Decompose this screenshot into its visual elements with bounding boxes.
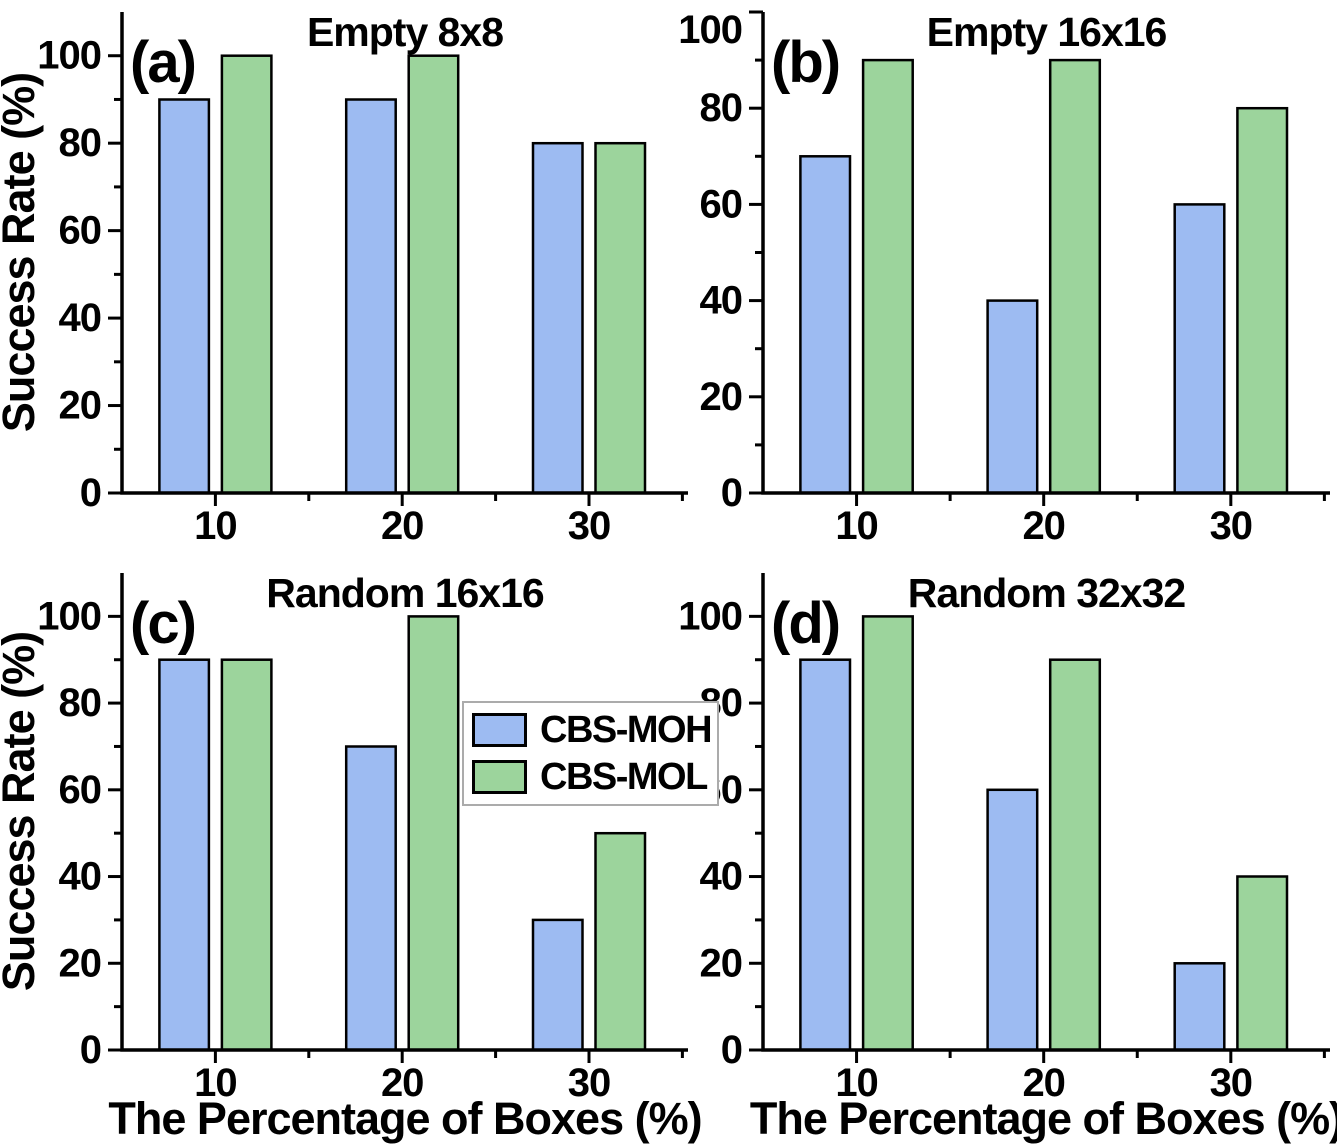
- bar-cbs-moh-x20: [344, 745, 397, 1052]
- panel-letter: (a): [130, 30, 195, 95]
- bar-cbs-moh-x10: [158, 98, 211, 495]
- bar-cbs-mol-x30: [1236, 875, 1289, 1052]
- bar-cbs-moh-x10: [799, 155, 852, 495]
- bar-cbs-moh-x30: [1173, 203, 1226, 495]
- y-tick-label: 100: [37, 594, 101, 638]
- y-tick-label: 40: [59, 296, 102, 340]
- chart-panel-random-16x16: 0 20 40 60 80 100 10 20 30 Random 16x16 (c) Success…: [0, 570, 703, 1144]
- chart-panel-empty-16x16: 0 20 40 60 80 100 10 20 30 Empty 16x16 (b): [678, 8, 1330, 548]
- legend-item-cbs-mol: CBS-MOL: [472, 758, 709, 796]
- x-tick-label: 10: [194, 504, 237, 548]
- bar-cbs-mol-x20: [1048, 658, 1102, 1052]
- y-tick-label: 20: [59, 941, 102, 985]
- y-tick-label: 40: [59, 855, 102, 899]
- bar-cbs-mol-x10: [220, 658, 273, 1052]
- y-tick-label: 100: [678, 8, 742, 52]
- y-tick-label: 80: [59, 121, 102, 165]
- bar-cbs-moh-x10: [158, 658, 211, 1052]
- y-axis-label: Success Rate (%): [0, 632, 44, 991]
- legend-item-cbs-moh: CBS-MOH: [472, 709, 713, 751]
- bar-cbs-mol-x30: [594, 141, 647, 495]
- panel-title: Random 16x16: [266, 570, 544, 616]
- x-tick-label: 30: [568, 1061, 611, 1105]
- y-tick-label: 60: [59, 209, 102, 253]
- bar-cbs-moh-x20: [986, 788, 1039, 1052]
- y-tick-label: 0: [80, 471, 101, 515]
- y-tick-label: 40: [700, 855, 743, 899]
- panel-title: Random 32x32: [908, 570, 1186, 616]
- y-tick-label: 20: [59, 384, 102, 428]
- x-tick-label: 20: [381, 1061, 424, 1105]
- bar-cbs-mol-x10: [861, 615, 914, 1052]
- legend-label-cbs-mol: CBS-MOL: [540, 756, 708, 798]
- x-tick-label: 30: [1210, 504, 1253, 548]
- y-axis-label: Success Rate (%): [0, 73, 44, 432]
- x-tick-label: 20: [1022, 504, 1065, 548]
- bar-cbs-moh-x20: [986, 299, 1039, 495]
- x-tick-label: 10: [835, 504, 878, 548]
- panel-title: Empty 8x8: [307, 9, 503, 55]
- legend-swatch-cbs-mol: [472, 760, 527, 794]
- x-tick-label: 10: [194, 1061, 237, 1105]
- bar-cbs-mol-x30: [594, 831, 647, 1052]
- y-tick-label: 60: [700, 182, 743, 226]
- x-axis-label: The Percentage of Boxes (%): [750, 1093, 1337, 1144]
- panel-letter: (c): [130, 591, 195, 656]
- legend: CBS-MOH CBS-MOL: [462, 701, 719, 806]
- bar-cbs-moh-x30: [1173, 962, 1226, 1052]
- bar-cbs-mol-x10: [861, 58, 914, 495]
- bar-cbs-moh-x10: [799, 658, 852, 1052]
- y-tick-label: 20: [700, 941, 743, 985]
- bar-cbs-mol-x20: [407, 615, 460, 1052]
- x-tick-label: 30: [1210, 1061, 1253, 1105]
- bar-cbs-mol-x30: [1236, 106, 1289, 495]
- bar-cbs-mol-x20: [407, 54, 460, 495]
- bar-cbs-mol-x10: [220, 54, 273, 495]
- y-tick-label: 100: [678, 594, 742, 638]
- panel-title: Empty 16x16: [927, 9, 1167, 55]
- y-tick-label: 0: [721, 471, 742, 515]
- panel-letter: (b): [771, 30, 839, 95]
- x-tick-label: 20: [1022, 1061, 1065, 1105]
- y-tick-label: 0: [721, 1028, 742, 1072]
- legend-label-cbs-moh: CBS-MOH: [540, 709, 713, 751]
- bar-cbs-moh-x30: [531, 918, 584, 1052]
- y-tick-label: 0: [80, 1028, 101, 1072]
- x-tick-label: 30: [568, 504, 611, 548]
- panel-letter: (d): [771, 591, 839, 656]
- y-tick-label: 80: [59, 681, 102, 725]
- bar-cbs-moh-x30: [531, 141, 584, 495]
- y-tick-label: 80: [700, 86, 743, 130]
- y-tick-label: 40: [700, 279, 743, 323]
- x-tick-label: 10: [835, 1061, 878, 1105]
- bar-cbs-moh-x20: [344, 98, 397, 495]
- y-tick-label: 100: [37, 34, 101, 78]
- y-tick-label: 20: [700, 375, 743, 419]
- y-tick-label: 60: [59, 768, 102, 812]
- legend-swatch-cbs-moh: [472, 713, 527, 747]
- x-axis-label: The Percentage of Boxes (%): [108, 1093, 701, 1144]
- bar-cbs-mol-x20: [1048, 58, 1102, 495]
- x-tick-label: 20: [381, 504, 424, 548]
- chart-panel-empty-8x8: 0 20 40 60 80 100 10 20 30 Empty 8x8 (a) Success Ra…: [0, 9, 688, 548]
